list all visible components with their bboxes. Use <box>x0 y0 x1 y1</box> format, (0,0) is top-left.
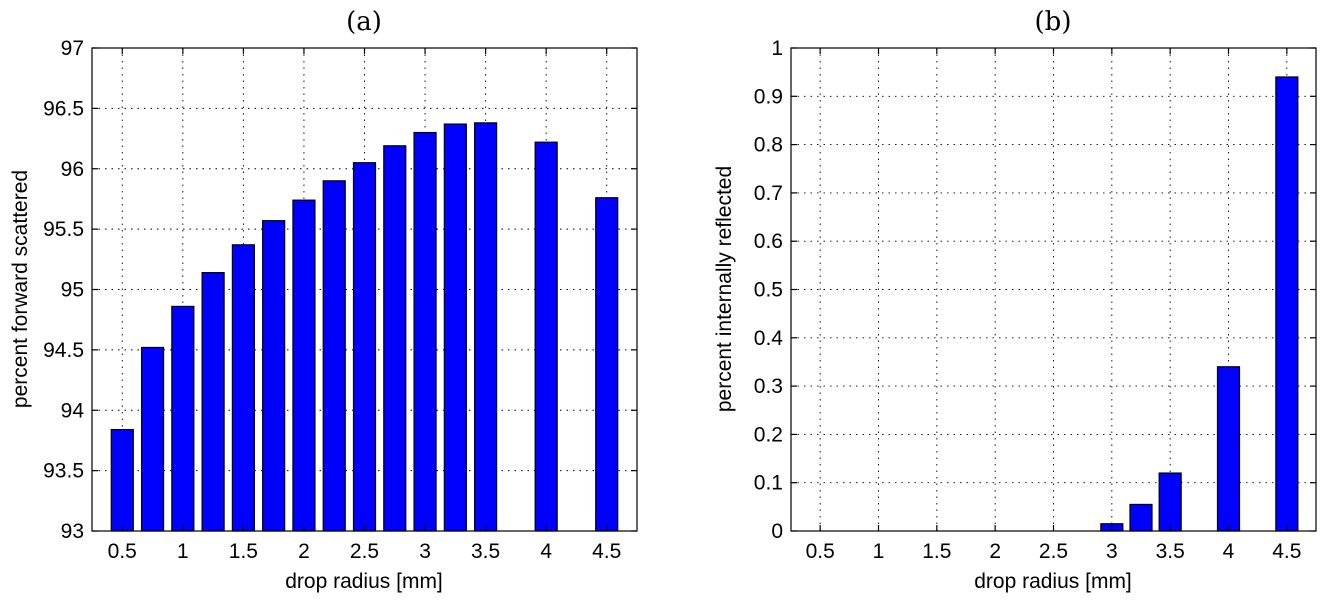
chart-b-ticks: 0 0.1 0.2 0.3 0.4 0.5 0.6 0.7 0.8 0.9 1 0.5 1 1.5 2 2.5… <box>754 37 1316 563</box>
chart-a-bar <box>140 346 165 532</box>
chart-b-bar <box>1275 76 1299 532</box>
chart-b-xtick-label: 1 <box>873 540 885 563</box>
chart-a-xtick-label: 3.5 <box>471 540 500 563</box>
chart-a-xtick-label: 4 <box>540 540 552 563</box>
chart-b-xtick-label: 3 <box>1106 540 1118 563</box>
chart-a-xtick-label: 2 <box>298 540 310 563</box>
chart-a-bar <box>383 145 407 532</box>
chart-a-bar <box>110 428 134 532</box>
chart-a-bar <box>534 141 558 532</box>
chart-a-y-axis-label: percent forward scattered <box>9 170 32 408</box>
chart-a-x-axis-label: drop radius [mm] <box>285 570 443 593</box>
chart-b-xtick-label: 1.5 <box>922 540 951 563</box>
chart-b-ytick-label: 0.3 <box>754 375 783 398</box>
chart-a-forward-scattered: 93 93.5 94 94.5 95 95.5 96 96.5 97 0.5 1 1.5 2 2.5 3 3.… <box>9 7 638 593</box>
chart-a-title: (a) <box>346 7 382 37</box>
chart-a-ytick-label: 93 <box>61 520 84 543</box>
chart-b-xtick-label: 4 <box>1223 540 1235 563</box>
chart-a-xtick-label: 0.5 <box>108 540 137 563</box>
chart-b-bar <box>1216 366 1241 532</box>
chart-b-xtick-label: 2 <box>989 540 1001 563</box>
chart-a-ytick-label: 97 <box>61 37 84 60</box>
chart-a-ytick-label: 95.5 <box>43 218 84 241</box>
chart-a-bars <box>110 122 619 532</box>
chart-a-xtick-label: 4.5 <box>592 540 621 563</box>
chart-a-xtick-label: 2.5 <box>350 540 379 563</box>
chart-b-ytick-label: 1 <box>771 37 783 60</box>
chart-a-ytick-label: 96.5 <box>43 97 84 120</box>
chart-a-bar <box>474 122 498 532</box>
chart-b-ytick-label: 0.8 <box>754 134 783 157</box>
chart-b-y-axis-label: percent internally reflected <box>713 166 736 412</box>
chart-b-x-axis-label: drop radius [mm] <box>974 570 1132 593</box>
chart-b-xtick-label: 4.5 <box>1272 540 1301 563</box>
chart-a-bar <box>292 199 316 532</box>
chart-a-bar <box>171 305 195 532</box>
chart-a-ytick-label: 93.5 <box>43 460 84 483</box>
chart-b-ytick-label: 0.5 <box>754 279 783 302</box>
chart-a-ytick-label: 95 <box>61 279 84 302</box>
chart-b-ytick-label: 0.2 <box>754 423 783 446</box>
chart-a-bar <box>201 271 225 532</box>
chart-a-ytick-label: 96 <box>61 158 84 181</box>
chart-b-ytick-label: 0.6 <box>754 230 783 253</box>
chart-a-bar <box>413 131 437 532</box>
chart-b-ytick-label: 0.1 <box>754 472 783 495</box>
chart-a-bar <box>231 244 255 532</box>
chart-b-xtick-label: 2.5 <box>1039 540 1068 563</box>
chart-a-bar <box>322 180 346 532</box>
chart-a-bar <box>595 197 619 532</box>
chart-a-bar <box>352 162 377 532</box>
chart-b-xtick-label: 3.5 <box>1156 540 1185 563</box>
chart-a-bar <box>443 123 467 532</box>
chart-b-internally-reflected: 0 0.1 0.2 0.3 0.4 0.5 0.6 0.7 0.8 0.9 1 0.5 1 1.5 2 2.5… <box>713 7 1317 593</box>
chart-a-xtick-label: 1.5 <box>229 540 258 563</box>
chart-a-ytick-label: 94.5 <box>43 339 84 362</box>
chart-b-xtick-label: 0.5 <box>806 540 835 563</box>
chart-a-ytick-label: 94 <box>61 399 85 422</box>
chart-b-title: (b) <box>1035 7 1072 37</box>
chart-a-ticks: 93 93.5 94 94.5 95 95.5 96 96.5 97 0.5 1 1.5 2 2.5 3 3.… <box>43 37 637 563</box>
chart-b-ytick-label: 0 <box>771 520 783 543</box>
chart-b-ytick-label: 0.4 <box>754 327 784 350</box>
chart-a-xtick-label: 1 <box>177 540 189 563</box>
chart-a-bar <box>262 220 286 532</box>
chart-a-xtick-label: 3 <box>419 540 431 563</box>
chart-b-ytick-label: 0.7 <box>754 182 783 205</box>
chart-b-bar <box>1158 472 1182 532</box>
chart-b-bar <box>1129 503 1153 532</box>
chart-b-ytick-label: 0.9 <box>754 85 783 108</box>
